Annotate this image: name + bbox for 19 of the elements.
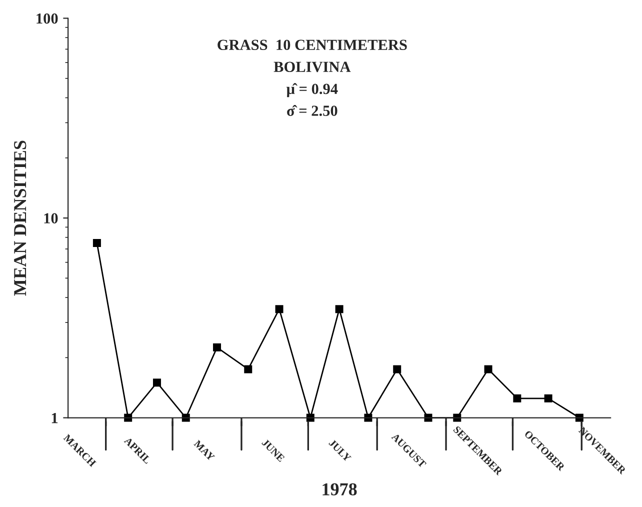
point xyxy=(513,394,522,402)
x-axis-title: 1978 xyxy=(322,483,357,496)
text: BOLIVINA xyxy=(274,62,351,72)
point xyxy=(335,305,344,314)
y-tick-label: 10 xyxy=(44,213,58,224)
point xyxy=(244,365,252,374)
point xyxy=(484,365,492,374)
point xyxy=(213,343,222,352)
y-tick-label: 100 xyxy=(36,13,58,24)
point xyxy=(544,394,552,402)
point xyxy=(275,305,284,314)
y-tick-label: 1 xyxy=(52,412,58,424)
text: GRASS 10 CENTIMETERS xyxy=(218,40,407,50)
y-axis-title: MEAN DENSITIES xyxy=(14,140,26,296)
point xyxy=(92,238,101,247)
annotation: σ̂ = 2.50 xyxy=(287,105,338,116)
annotation: μ̂ = 0.94 xyxy=(286,83,338,98)
point xyxy=(393,365,402,374)
point xyxy=(152,378,161,387)
